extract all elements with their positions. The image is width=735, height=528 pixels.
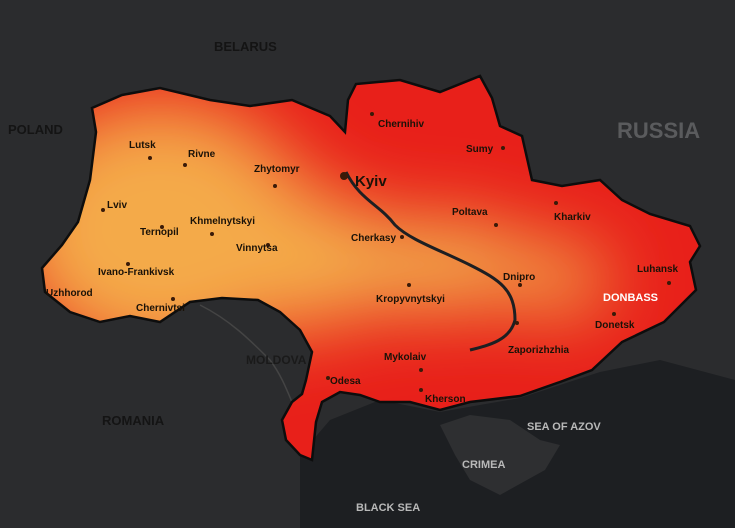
city-label-khmelnytskyi: Khmelnytskyi [190, 216, 255, 227]
city-label-donetsk: Donetsk [595, 320, 635, 331]
city-marker [518, 283, 522, 287]
city-marker [160, 225, 164, 229]
city-label-poltava: Poltava [452, 207, 488, 218]
city-label-luhansk: Luhansk [637, 264, 679, 275]
city-label-cherkasy: Cherkasy [351, 233, 396, 244]
city-marker [183, 163, 187, 167]
city-marker [171, 297, 175, 301]
city-marker [667, 281, 671, 285]
city-marker [148, 156, 152, 160]
city-marker [126, 262, 130, 266]
city-label-kherson: Kherson [425, 394, 466, 405]
city-label-ivano-frankivsk: Ivano-Frankivsk [98, 267, 175, 278]
city-label-vinnytsa: Vinnytsa [236, 243, 278, 254]
label-crimea: CRIMEA [462, 459, 505, 471]
city-label-chernivtsi: Chernivtsi [136, 303, 185, 314]
city-label-odesa: Odesa [330, 376, 361, 387]
city-marker [407, 283, 411, 287]
city-label-rivne: Rivne [188, 149, 216, 160]
country-label-belarus: BELARUS [214, 39, 277, 54]
city-marker [101, 208, 105, 212]
city-label-chernihiv: Chernihiv [378, 119, 425, 130]
city-marker [210, 232, 214, 236]
sea-label-azov: SEA OF AZOV [527, 421, 601, 433]
capital-label-kyiv: Kyiv [355, 173, 387, 190]
city-marker [400, 235, 404, 239]
city-label-zhytomyr: Zhytomyr [254, 164, 300, 175]
sea-label-black: BLACK SEA [356, 502, 420, 514]
city-label-dnipro: Dnipro [503, 272, 535, 283]
city-label-uzhhorod: Uzhhorod [46, 288, 93, 299]
city-label-kropyvnytskyi: Kropyvnytskyi [376, 294, 445, 305]
city-marker [273, 184, 277, 188]
city-marker [266, 243, 270, 247]
crimea-peninsula [440, 415, 560, 495]
dnipro-river [344, 171, 517, 352]
city-marker [419, 388, 423, 392]
city-marker [515, 321, 519, 325]
city-label-kharkiv: Kharkiv [554, 212, 591, 223]
region-label-donbass: DONBASS [603, 292, 658, 304]
city-label-lutsk: Lutsk [129, 140, 156, 151]
city-marker [326, 376, 330, 380]
city-marker [419, 368, 423, 372]
country-label-romania: ROMANIA [102, 413, 165, 428]
city-marker [612, 312, 616, 316]
city-label-zaporizhzhia: Zaporizhzhia [508, 345, 570, 356]
ukraine-outline [40, 74, 702, 462]
city-label-ternopil: Ternopil [140, 227, 179, 238]
city-label-mykolaiv: Mykolaiv [384, 352, 427, 363]
country-label-moldova: MOLDOVA [246, 353, 307, 367]
city-marker [494, 223, 498, 227]
country-label-russia: RUSSIA [617, 118, 700, 143]
city-label-sumy: Sumy [466, 144, 494, 155]
country-label-poland: POLAND [8, 122, 63, 137]
city-marker [554, 201, 558, 205]
city-marker [501, 146, 505, 150]
city-marker [340, 172, 348, 180]
city-marker [370, 112, 374, 116]
city-label-lviv: Lviv [107, 200, 127, 211]
